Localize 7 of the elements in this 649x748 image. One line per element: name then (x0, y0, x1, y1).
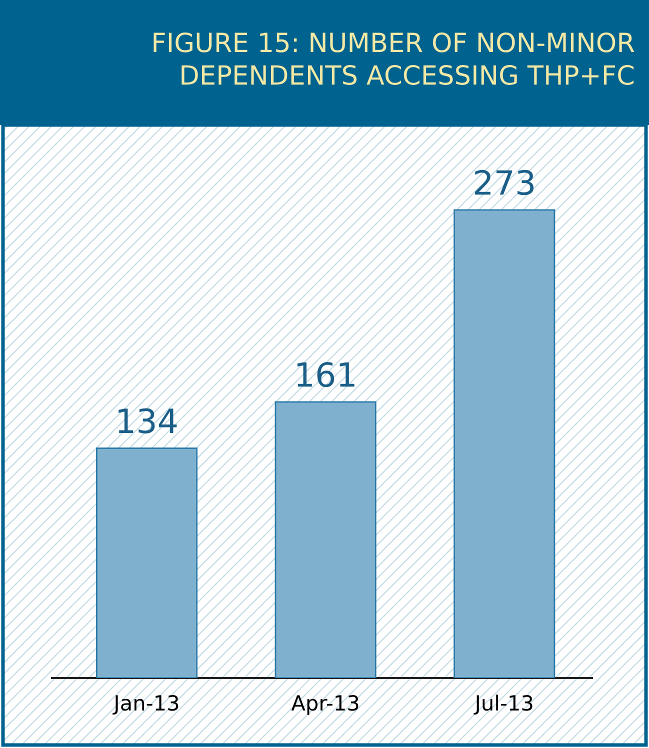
data-label: 134 (118, 408, 177, 434)
x-tick-label: Jan-13 (112, 695, 178, 715)
data-label: 161 (297, 362, 354, 388)
data-label: 273 (475, 170, 534, 196)
chart-title: FIGURE 15: NUMBER OF NON-MINOR DEPENDENTS ACCESSING THP+FC (154, 32, 634, 85)
x-tick-label: Apr-13 (291, 695, 358, 715)
x-tick-label: Jul-13 (474, 694, 532, 715)
